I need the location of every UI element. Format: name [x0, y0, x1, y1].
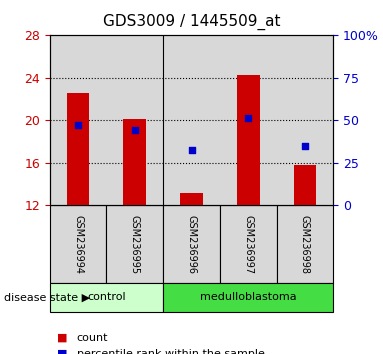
Point — [75, 122, 81, 127]
Point — [188, 147, 195, 153]
Text: GDS3009 / 1445509_at: GDS3009 / 1445509_at — [103, 14, 280, 30]
Bar — [237, 75, 260, 205]
Point — [132, 127, 138, 133]
Text: GSM236995: GSM236995 — [130, 215, 140, 274]
Text: disease state ▶: disease state ▶ — [4, 292, 90, 302]
Text: control: control — [87, 292, 126, 302]
Bar — [50, 35, 106, 205]
Bar — [106, 35, 163, 205]
Bar — [180, 193, 203, 205]
Text: medulloblastoma: medulloblastoma — [200, 292, 296, 302]
Text: GSM236998: GSM236998 — [300, 215, 310, 274]
Point — [302, 143, 308, 149]
Text: ■: ■ — [57, 333, 68, 343]
Bar — [163, 35, 220, 205]
Text: ■: ■ — [57, 349, 68, 354]
Bar — [123, 119, 146, 205]
Bar — [220, 35, 277, 205]
Text: GSM236996: GSM236996 — [187, 215, 196, 274]
Text: GSM236994: GSM236994 — [73, 215, 83, 274]
Point — [245, 115, 251, 120]
Bar — [67, 93, 90, 205]
Bar — [293, 166, 316, 205]
Bar — [277, 35, 333, 205]
Text: GSM236997: GSM236997 — [243, 215, 253, 274]
Text: percentile rank within the sample: percentile rank within the sample — [77, 349, 265, 354]
Text: count: count — [77, 333, 108, 343]
